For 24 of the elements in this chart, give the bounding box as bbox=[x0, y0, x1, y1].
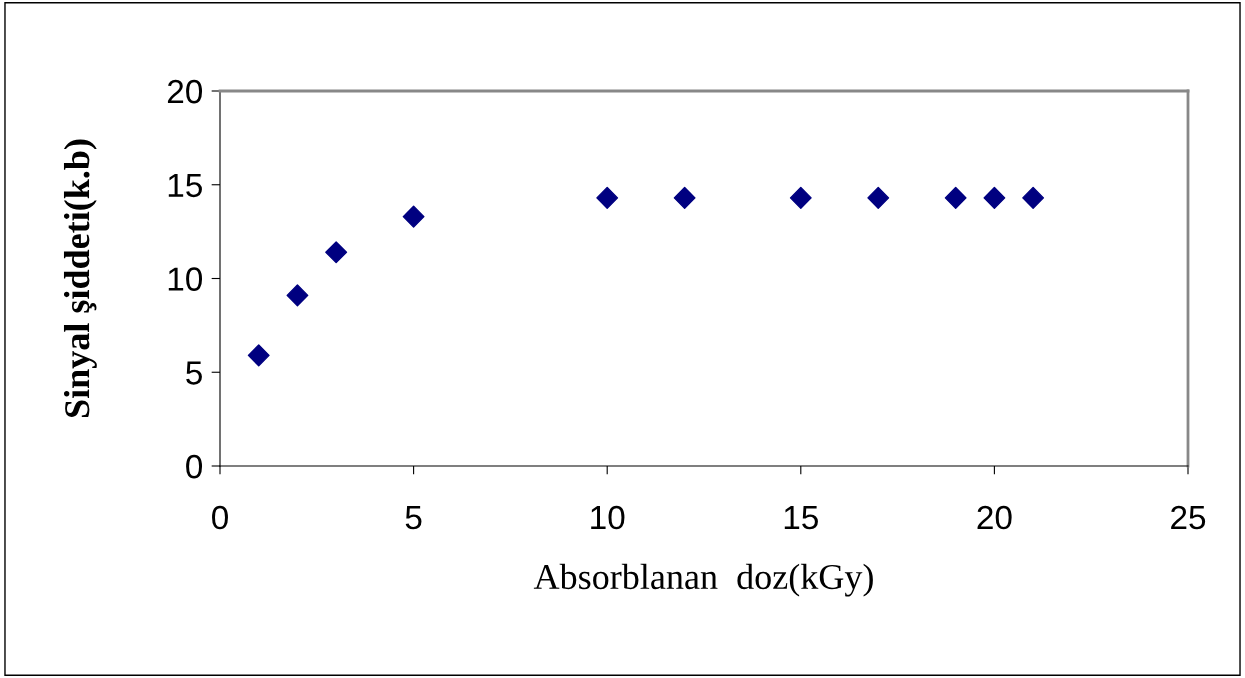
x-tick-label: 25 bbox=[1171, 505, 1206, 530]
point bbox=[983, 186, 1006, 209]
y-tick-label: 5 bbox=[186, 361, 202, 385]
y-tick-label: 0 bbox=[186, 454, 203, 479]
x-axis-title: Absorblanan doz(kGy) bbox=[533, 563, 873, 597]
point bbox=[247, 344, 270, 367]
point bbox=[286, 284, 309, 307]
y-axis-title: Sinyal şiddeti(k.b) bbox=[63, 139, 97, 418]
y-tick-label: 15 bbox=[168, 173, 202, 198]
x-tick-label: 10 bbox=[591, 505, 625, 530]
y-tick-label: 10 bbox=[168, 267, 203, 291]
x-tick-label: 5 bbox=[405, 506, 422, 530]
x-tick-label: 15 bbox=[784, 506, 818, 530]
point bbox=[1022, 186, 1045, 209]
point bbox=[402, 205, 425, 228]
point bbox=[325, 241, 348, 264]
point bbox=[944, 186, 967, 209]
y-tick-label: 20 bbox=[167, 79, 203, 104]
x-tick-label: 20 bbox=[977, 505, 1012, 530]
point bbox=[596, 186, 619, 209]
point bbox=[867, 186, 890, 209]
point bbox=[673, 186, 696, 209]
point bbox=[789, 186, 812, 209]
x-tick-label: 0 bbox=[212, 505, 228, 530]
